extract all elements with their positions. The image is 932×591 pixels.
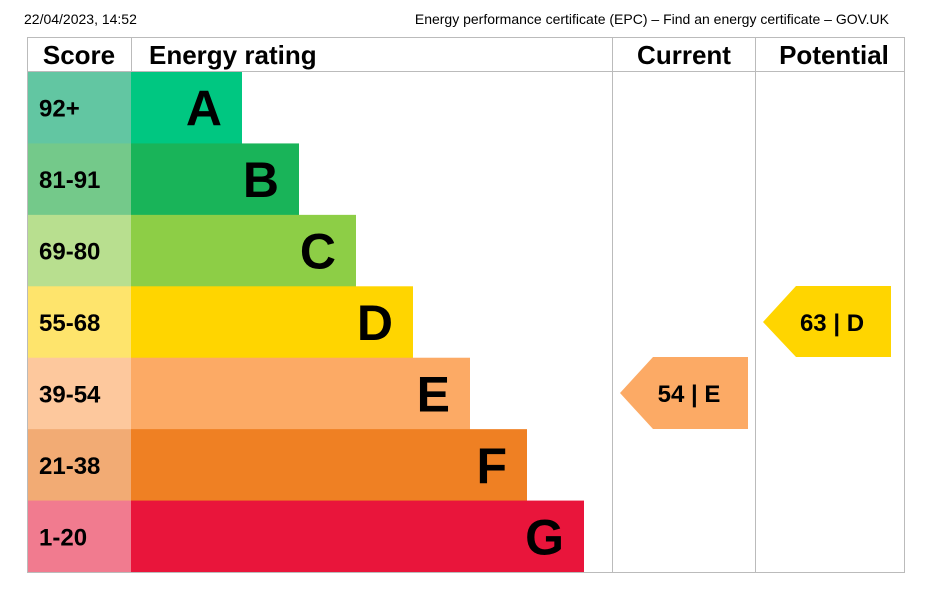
- score-cell: [27, 214, 131, 287]
- rating-bar: [131, 143, 299, 216]
- rating-letter: A: [186, 81, 222, 137]
- score-cell: [27, 143, 131, 216]
- rating-rows: 92+ A 81-91 B 69-80 C 55-68 D 39-54 E 21-38 F 1-20 G: [27, 72, 584, 573]
- score-cell: [27, 286, 131, 359]
- current-rating-arrow: [620, 357, 748, 429]
- score-range: 92+: [39, 96, 80, 123]
- potential-rating-arrow: [763, 286, 891, 357]
- score-range: 21-38: [39, 453, 100, 480]
- score-cell: [27, 429, 131, 502]
- score-cell: [27, 357, 131, 430]
- rating-letter: D: [357, 295, 393, 351]
- timestamp: 22/04/2023, 14:52: [24, 11, 137, 27]
- page-title: Energy performance certificate (EPC) – F…: [415, 11, 890, 27]
- score-range: 39-54: [39, 381, 101, 408]
- column-header: Energy rating: [149, 40, 317, 70]
- rating-letter: E: [417, 366, 450, 422]
- rating-letter: G: [525, 509, 564, 565]
- current-rating: 54 | E: [658, 381, 721, 408]
- rating-letter: C: [300, 224, 336, 280]
- rating-bar: [131, 214, 356, 287]
- rating-bar: [131, 72, 242, 144]
- table-border: [27, 37, 905, 573]
- rating-letter: B: [243, 152, 279, 208]
- rating-bar: [131, 357, 470, 430]
- rating-bar: [131, 500, 584, 573]
- rating-bar: [131, 286, 413, 359]
- score-range: 1-20: [39, 524, 87, 551]
- score-range: 55-68: [39, 310, 100, 337]
- score-range: 69-80: [39, 239, 100, 266]
- score-cell: [27, 72, 131, 144]
- column-header: Current: [637, 40, 731, 70]
- column-header: Score: [43, 40, 115, 70]
- column-header: Potential: [779, 40, 889, 70]
- rating-bar: [131, 429, 527, 502]
- score-range: 81-91: [39, 167, 100, 194]
- score-cell: [27, 500, 131, 573]
- rating-letter: F: [476, 438, 507, 494]
- potential-rating: 63 | D: [800, 310, 864, 337]
